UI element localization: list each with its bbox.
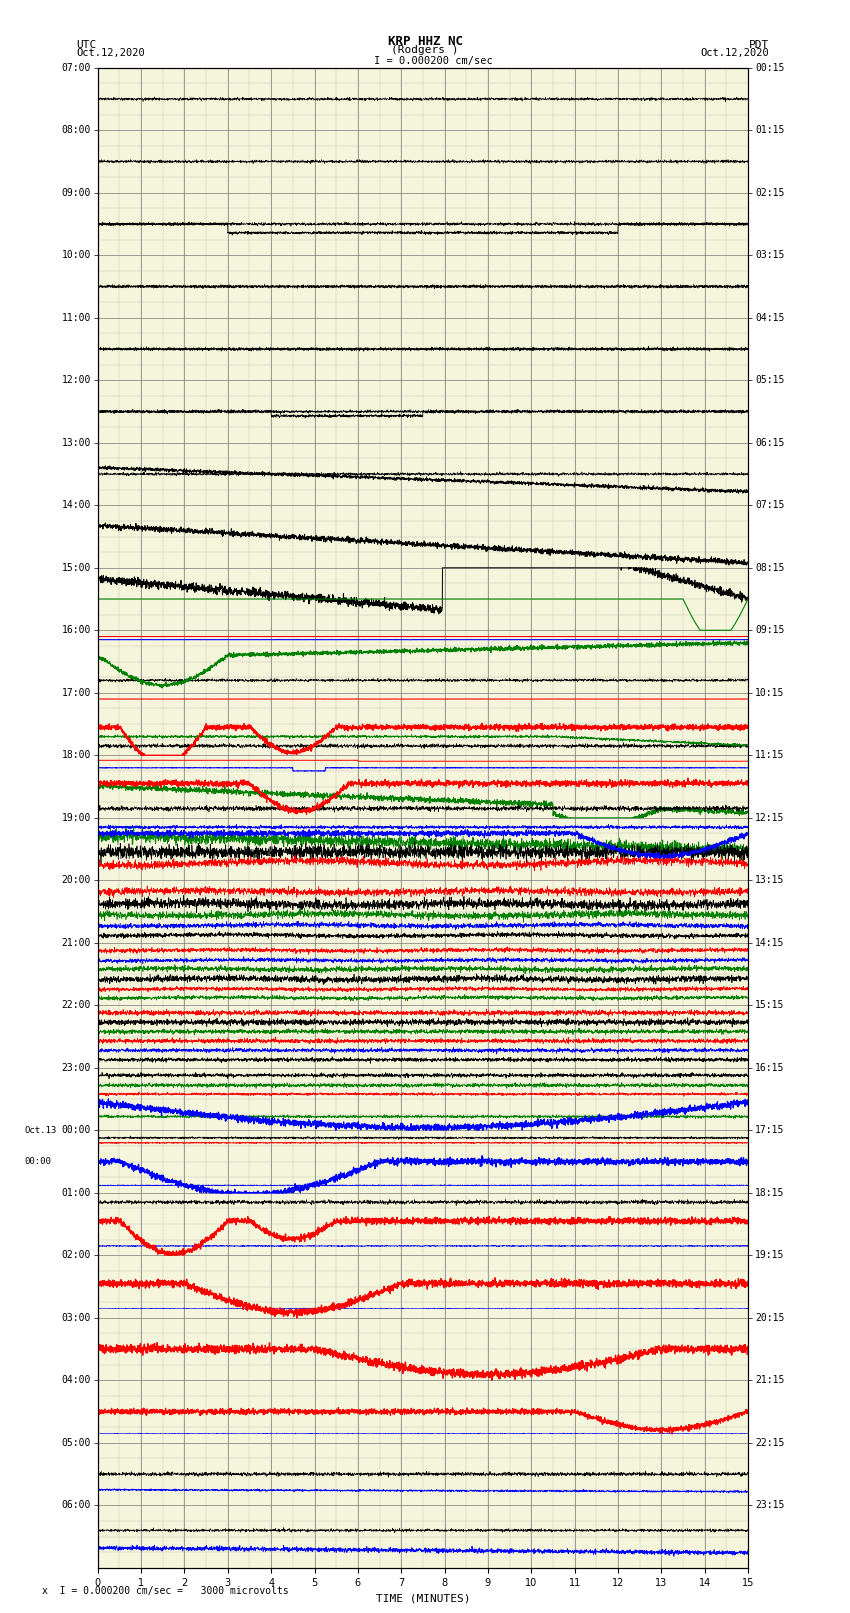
Text: PDT: PDT [749, 40, 769, 50]
Text: Oct.12,2020: Oct.12,2020 [76, 48, 145, 58]
Text: I = 0.000200 cm/sec: I = 0.000200 cm/sec [374, 56, 493, 66]
Text: Oct.13: Oct.13 [24, 1126, 56, 1136]
Text: Oct.12,2020: Oct.12,2020 [700, 48, 769, 58]
Text: 00:00: 00:00 [24, 1157, 51, 1166]
Text: KRP HHZ NC: KRP HHZ NC [388, 35, 462, 48]
Text: UTC: UTC [76, 40, 97, 50]
Text: (Rodgers ): (Rodgers ) [391, 45, 459, 55]
X-axis label: TIME (MINUTES): TIME (MINUTES) [376, 1594, 470, 1603]
Text: x  I = 0.000200 cm/sec =   3000 microvolts: x I = 0.000200 cm/sec = 3000 microvolts [42, 1586, 289, 1595]
